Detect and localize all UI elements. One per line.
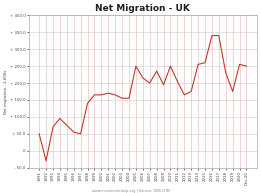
Text: www.economicshelp.org | Source: ONS LTIM: www.economicshelp.org | Source: ONS LTIM [92,189,169,193]
Title: Net Migration - UK: Net Migration - UK [95,4,190,13]
Y-axis label: Net migration - 1,000s: Net migration - 1,000s [4,69,8,114]
